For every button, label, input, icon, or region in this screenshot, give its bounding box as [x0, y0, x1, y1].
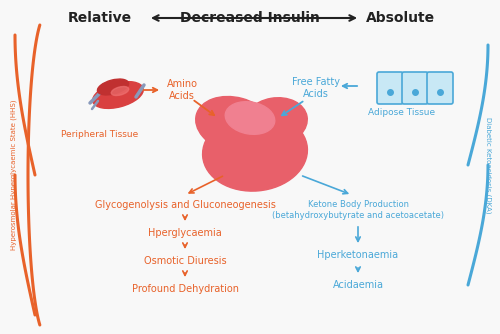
Text: Amino
Acids: Amino Acids	[166, 79, 198, 101]
Ellipse shape	[111, 87, 129, 96]
Text: Peripheral Tissue: Peripheral Tissue	[62, 130, 138, 139]
Text: Ketone Body Production
(betahydroxybutyrate and acetoacetate): Ketone Body Production (betahydroxybutyr…	[272, 200, 444, 220]
Text: Diabetic Ketoacidosis (DKA): Diabetic Ketoacidosis (DKA)	[485, 117, 491, 213]
FancyBboxPatch shape	[377, 72, 403, 104]
Ellipse shape	[92, 81, 144, 109]
Text: Absolute: Absolute	[366, 11, 434, 25]
Ellipse shape	[242, 98, 308, 146]
Text: Free Fatty
Acids: Free Fatty Acids	[292, 77, 340, 99]
Text: Decreased Insulin: Decreased Insulin	[180, 11, 320, 25]
Ellipse shape	[202, 113, 308, 191]
Text: Profound Dehydration: Profound Dehydration	[132, 284, 238, 294]
Text: Hperglycaemia: Hperglycaemia	[148, 228, 222, 238]
Ellipse shape	[225, 102, 275, 134]
Text: Adipose Tissue: Adipose Tissue	[368, 108, 436, 117]
Text: Glycogenolysis and Gluconeogenesis: Glycogenolysis and Gluconeogenesis	[94, 200, 276, 210]
Text: Acidaemia: Acidaemia	[332, 280, 384, 290]
Text: Relative: Relative	[68, 11, 132, 25]
Ellipse shape	[98, 79, 128, 95]
Text: Osmotic Diuresis: Osmotic Diuresis	[144, 256, 226, 266]
FancyBboxPatch shape	[427, 72, 453, 104]
Text: Hyperosmolar Hyperglycaemic State (HHS): Hyperosmolar Hyperglycaemic State (HHS)	[10, 100, 18, 250]
Ellipse shape	[196, 97, 274, 154]
Text: Hperketonaemia: Hperketonaemia	[318, 250, 398, 260]
FancyBboxPatch shape	[402, 72, 428, 104]
